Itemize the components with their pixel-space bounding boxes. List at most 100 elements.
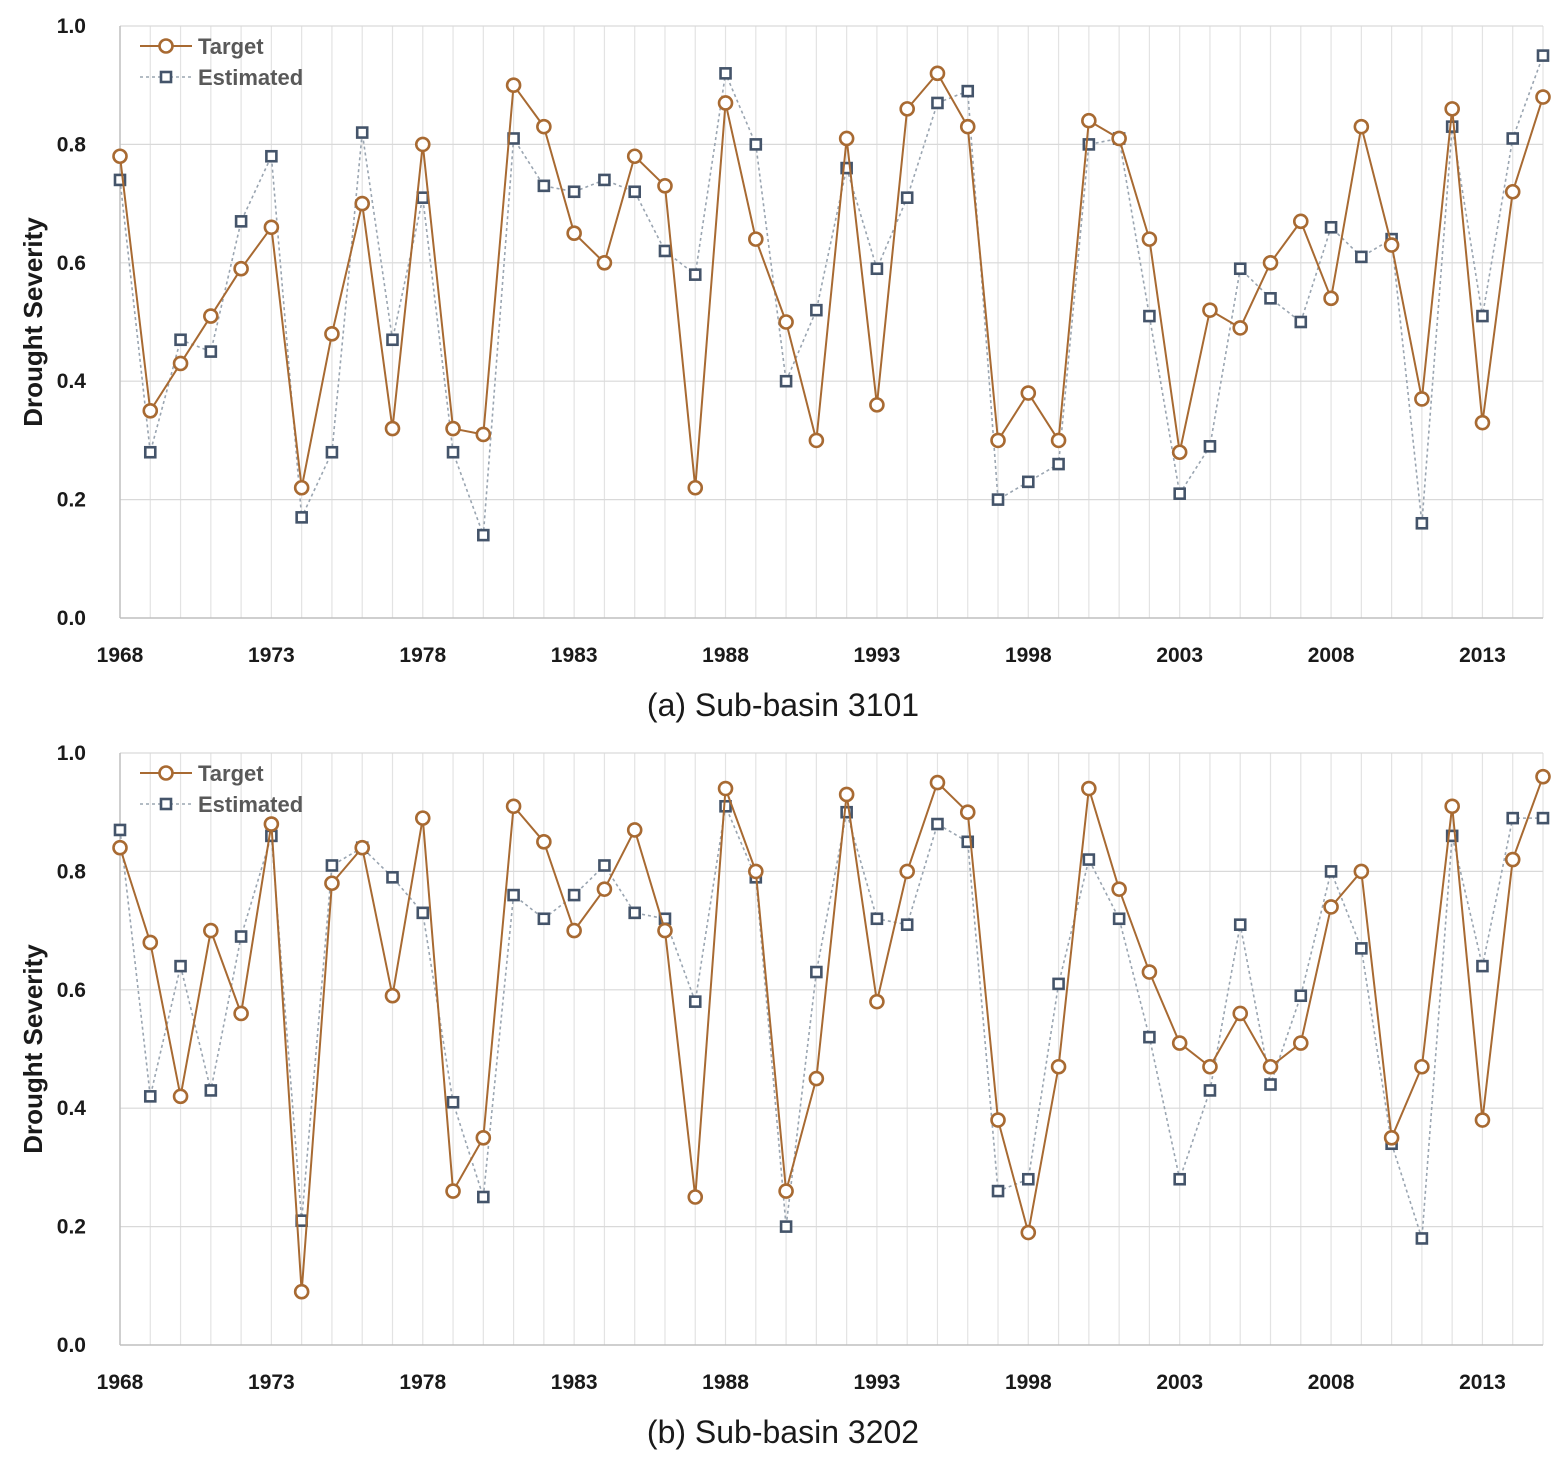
data-point-estimated (174, 959, 187, 973)
x-tick-label: 2003 (1156, 644, 1203, 667)
data-point-target (505, 77, 522, 93)
x-tick-label: 2008 (1308, 644, 1355, 667)
x-tick-label: 2013 (1459, 644, 1506, 667)
data-point-target (384, 987, 401, 1004)
data-point-target (142, 402, 159, 419)
data-point-target (1474, 1112, 1491, 1128)
data-point-estimated (1476, 309, 1489, 323)
data-point-estimated (537, 179, 551, 193)
data-point-target (657, 922, 673, 939)
data-point-estimated (1021, 475, 1035, 489)
data-point-target (1020, 1224, 1037, 1241)
legend-label-target: Target (198, 34, 264, 59)
legend-marker-estimated (159, 797, 173, 811)
series-line-target (119, 72, 1544, 489)
data-point-target (748, 863, 764, 880)
data-point-target (1020, 385, 1037, 401)
data-point-estimated (1536, 49, 1550, 62)
data-point-estimated (628, 906, 642, 920)
data-point-estimated (1294, 989, 1308, 1003)
data-point-estimated (688, 995, 702, 1008)
data-point-estimated (598, 173, 611, 187)
data-point-target (1050, 432, 1067, 449)
data-point-target (414, 136, 431, 153)
data-point-estimated (1233, 262, 1247, 276)
data-point-estimated (779, 1220, 793, 1233)
data-point-estimated (810, 965, 823, 979)
y-tick-label: 1.0 (57, 742, 86, 765)
data-point-target (990, 432, 1006, 449)
data-point-target (687, 479, 704, 496)
data-point-estimated (234, 215, 248, 228)
data-point-target (929, 774, 946, 791)
data-point-target (1171, 1035, 1188, 1051)
legend-marker-estimated (159, 70, 173, 84)
x-tick-label: 1998 (1005, 1371, 1052, 1394)
legend-marker-target (158, 38, 174, 54)
x-tick-label: 1973 (248, 644, 295, 667)
data-point-target (808, 1070, 825, 1087)
chart-sub-basin-3202: 0.0 0.2 0.4 0.6 0.8 1.0 1968 1973 1978 1983 1988 19… (18, 742, 1551, 1450)
data-point-target (596, 254, 613, 271)
data-point-estimated (416, 906, 430, 920)
data-point-estimated (810, 303, 823, 317)
data-point-estimated (1506, 811, 1520, 825)
y-tick-label: 0.0 (57, 1334, 86, 1357)
data-point-estimated (1324, 865, 1338, 878)
data-point-target (1111, 130, 1127, 147)
data-point-estimated (143, 1090, 157, 1103)
legend-label-target: Target (198, 761, 264, 786)
y-tick-label: 0.0 (57, 607, 86, 630)
y-tick-label: 1.0 (57, 15, 86, 38)
y-tick-label: 0.2 (57, 1216, 86, 1239)
data-point-estimated (1324, 220, 1338, 234)
data-point-estimated (1294, 315, 1308, 329)
data-point-target (536, 834, 552, 850)
data-point-target (1535, 89, 1551, 105)
x-tick-label: 1978 (399, 644, 446, 667)
data-point-estimated (386, 871, 399, 884)
data-point-target (869, 397, 885, 413)
data-point-target (505, 798, 522, 815)
data-point-estimated (628, 185, 642, 199)
x-tick-label: 1988 (702, 644, 749, 667)
data-point-target (1444, 101, 1460, 117)
x-tick-label: 2013 (1459, 1371, 1506, 1394)
data-point-estimated (991, 1184, 1005, 1198)
data-point-target (112, 148, 128, 165)
data-point-estimated (688, 268, 702, 281)
data-point-estimated (537, 912, 551, 926)
data-point-target (1414, 391, 1430, 407)
data-point-target (1323, 290, 1339, 307)
data-point-target (1262, 254, 1279, 271)
data-point-target (263, 816, 280, 832)
data-point-estimated (1536, 811, 1550, 825)
y-tick-label: 0.8 (57, 860, 87, 883)
legend-label-estimated: Estimated (198, 792, 303, 817)
x-tick-label: 1988 (702, 1371, 749, 1394)
data-point-target (142, 934, 159, 951)
data-point-estimated (234, 930, 248, 943)
data-point-target (536, 118, 552, 135)
x-tick-label: 1968 (97, 1371, 144, 1394)
data-point-target (414, 810, 431, 826)
data-point-estimated (1173, 487, 1186, 500)
data-point-estimated (1173, 1172, 1186, 1186)
data-point-estimated (1203, 1084, 1217, 1097)
data-point-estimated (507, 888, 520, 902)
data-point-estimated (931, 817, 944, 831)
data-point-target (838, 786, 855, 803)
data-point-target (1141, 964, 1158, 980)
y-tick-label: 0.8 (57, 133, 87, 156)
data-point-target (1081, 780, 1097, 797)
data-point-target (1202, 302, 1218, 318)
data-point-estimated (1476, 959, 1489, 973)
data-point-estimated (1143, 309, 1156, 323)
data-point-estimated (1233, 918, 1247, 931)
data-point-estimated (1355, 942, 1368, 955)
x-tick-label: 2003 (1156, 1371, 1203, 1394)
x-tick-label: 1978 (399, 1371, 446, 1394)
data-point-target (1081, 112, 1097, 129)
data-point-target (1444, 798, 1460, 815)
